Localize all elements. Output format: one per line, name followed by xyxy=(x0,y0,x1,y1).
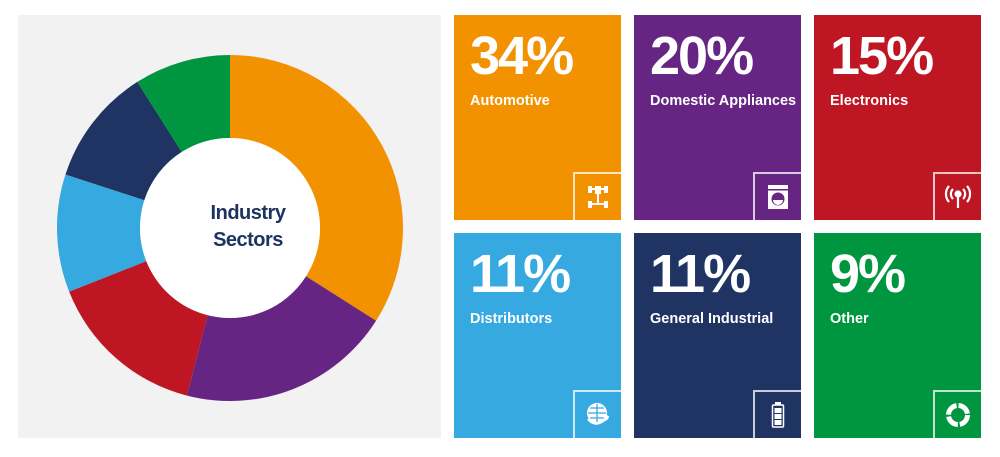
tile-percent: 15% xyxy=(830,26,934,86)
donut-slice-electronics xyxy=(69,261,208,396)
globe-arrow-icon xyxy=(573,390,621,438)
chassis-icon xyxy=(573,172,621,220)
donut-slice-domestic-appliances xyxy=(186,276,377,401)
tile-other: 9% Other xyxy=(814,233,981,438)
tile-label: General Industrial xyxy=(650,311,774,327)
donut-chart xyxy=(56,55,403,401)
antenna-signal-icon xyxy=(933,172,981,220)
tile-percent: 11% xyxy=(650,244,751,304)
tile-percent: 20% xyxy=(650,26,754,86)
tile-general-industrial: 11% General Industrial xyxy=(634,233,801,438)
tile-label: Distributors xyxy=(470,311,553,327)
chart-title-line-2: Sectors xyxy=(213,229,283,251)
tile-label: Automotive xyxy=(470,93,550,109)
tile-label: Electronics xyxy=(830,93,909,109)
donut-slice-general-industrial xyxy=(65,81,182,201)
tile-automotive: 34% Automotive xyxy=(454,15,621,220)
tile-electronics: 15% Electronics xyxy=(814,15,981,220)
donut-slice-distributors xyxy=(56,174,147,292)
chart-title-line-1: Industry xyxy=(210,202,286,224)
donut-slice-automotive xyxy=(230,55,403,321)
chart-panel: Industry Sectors xyxy=(18,15,441,438)
chart-title: Industry Sectors xyxy=(158,200,338,254)
tile-distributors: 11% Distributors xyxy=(454,233,621,438)
washing-machine-icon xyxy=(753,172,801,220)
battery-icon xyxy=(753,390,801,438)
donut-hole xyxy=(140,138,320,318)
tile-percent: 34% xyxy=(470,26,574,86)
tile-label: Other xyxy=(830,311,869,327)
ring-icon xyxy=(933,390,981,438)
tile-label: Domestic Appliances xyxy=(650,93,797,109)
donut-slice-other xyxy=(137,55,230,153)
tile-percent: 11% xyxy=(470,244,571,304)
tile-percent: 9% xyxy=(830,244,906,304)
tile-domestic-appliances: 20% Domestic Appliances xyxy=(634,15,801,220)
